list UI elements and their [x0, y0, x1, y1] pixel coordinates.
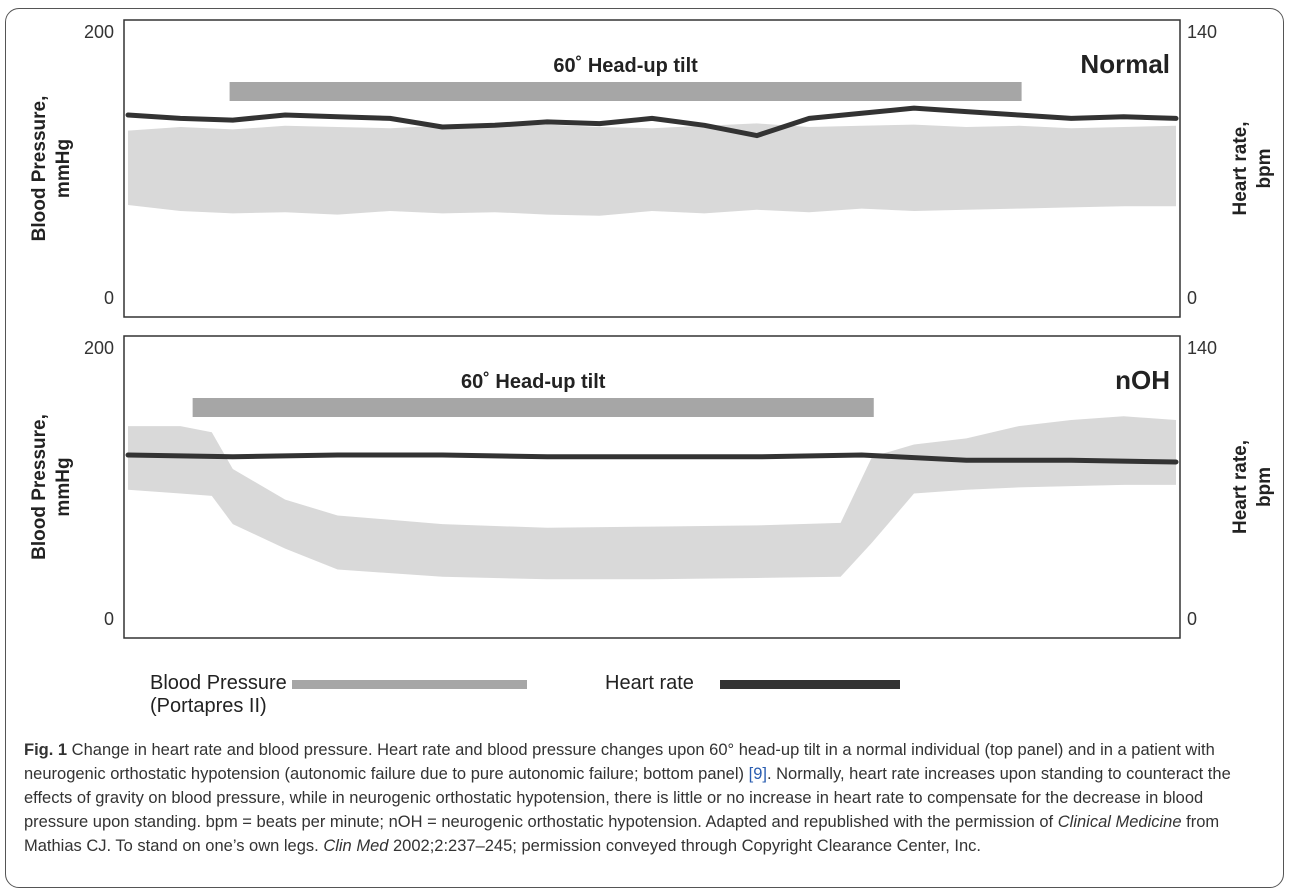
legend-hr-label: Heart rate — [605, 672, 694, 694]
left-axis-label-line2-2: mmHg — [53, 457, 74, 516]
caption-journal-abbrev: Clin Med — [323, 837, 389, 855]
caption-journal: Clinical Medicine — [1057, 813, 1182, 831]
head-up-tilt-label-2: 60˚ Head-up tilt — [461, 370, 606, 393]
left-tick-bottom-2: 0 — [104, 609, 114, 629]
figure-frame — [5, 8, 1284, 888]
caption-text-4: 2002;2:237–245; permission conveyed thro… — [388, 837, 981, 855]
hr-line-1 — [125, 105, 1179, 139]
left-tick-top-1: 200 — [84, 22, 114, 42]
panel-label-2: nOH — [1115, 365, 1170, 395]
caption-text-1: Change in heart rate and blood pressure.… — [24, 741, 1215, 783]
left-axis-label-line1-1: Blood Pressure, — [29, 96, 50, 242]
right-axis-label-line1-2: Heart rate, — [1230, 440, 1251, 534]
right-tick-top-2: 140 — [1187, 338, 1217, 358]
right-tick-bottom-2: 0 — [1187, 609, 1197, 629]
bp-band-2 — [128, 416, 1176, 580]
right-axis-label-line2-2: bpm — [1254, 467, 1275, 507]
right-tick-bottom-1: 0 — [1187, 288, 1197, 308]
figure-charts: 60˚ Head-up tilt Normal 200 0 140 0 Blood Pres… — [29, 19, 1275, 639]
head-up-tilt-bar-1 — [229, 82, 1022, 101]
left-axis-label-line1-2: Blood Pressure, — [29, 414, 50, 560]
right-tick-top-1: 140 — [1187, 22, 1217, 42]
caption-text-3: from Mathias CJ. To stand on one’s own l… — [24, 813, 1220, 855]
hr-line-2 — [125, 452, 1179, 465]
right-axis-label-line2-1: bpm — [1254, 148, 1275, 188]
figure-caption: Fig. 1 Change in heart rate and blood pr… — [24, 738, 1270, 858]
head-up-tilt-label-1: 60˚ Head-up tilt — [553, 54, 698, 77]
legend-hr-swatch — [720, 680, 900, 689]
left-tick-top-2: 200 — [84, 338, 114, 358]
panel-frame-1 — [123, 19, 1181, 318]
caption-text-2: . Normally, heart rate increases upon st… — [24, 765, 1231, 831]
caption-fig-label: Fig. 1 — [24, 741, 68, 759]
right-axis-label-line1-1: Heart rate, — [1230, 122, 1251, 216]
head-up-tilt-bar-2 — [192, 398, 874, 417]
left-tick-bottom-1: 0 — [104, 288, 114, 308]
panel-frame-2 — [123, 335, 1181, 639]
legend-bp-swatch — [292, 680, 527, 689]
legend-bp-label: Blood Pressure (Portapres II) — [150, 672, 287, 717]
bp-band-1 — [128, 123, 1176, 216]
caption-reference-link[interactable]: [9] — [748, 765, 767, 783]
panel-label-1: Normal — [1080, 49, 1170, 79]
left-axis-label-line2-1: mmHg — [53, 139, 74, 198]
